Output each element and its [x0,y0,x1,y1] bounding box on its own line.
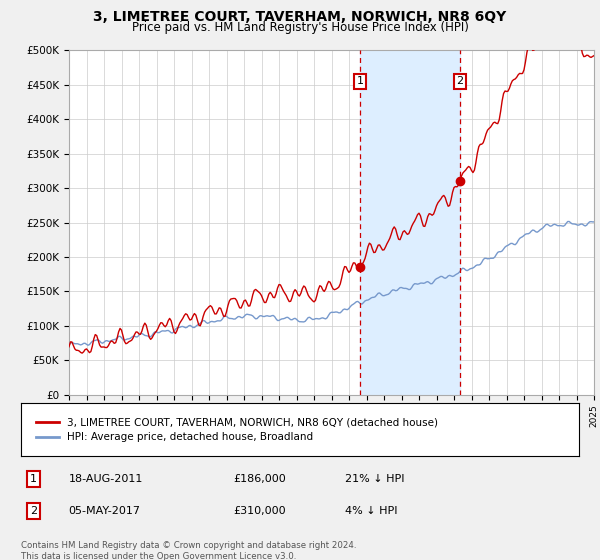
Text: 1: 1 [30,474,37,484]
Legend: 3, LIMETREE COURT, TAVERHAM, NORWICH, NR8 6QY (detached house), HPI: Average pri: 3, LIMETREE COURT, TAVERHAM, NORWICH, NR… [32,413,442,446]
Text: 4% ↓ HPI: 4% ↓ HPI [344,506,397,516]
Bar [360,50,460,395]
Text: 21% ↓ HPI: 21% ↓ HPI [344,474,404,484]
Text: Price paid vs. HM Land Registry's House Price Index (HPI): Price paid vs. HM Land Registry's House … [131,21,469,34]
Text: 05-MAY-2017: 05-MAY-2017 [68,506,140,516]
Text: Contains HM Land Registry data © Crown copyright and database right 2024.
This d: Contains HM Land Registry data © Crown c… [21,542,356,560]
Text: 1: 1 [356,76,364,86]
Text: 2: 2 [30,506,37,516]
Text: 2: 2 [457,76,464,86]
Text: 3, LIMETREE COURT, TAVERHAM, NORWICH, NR8 6QY: 3, LIMETREE COURT, TAVERHAM, NORWICH, NR… [94,10,506,24]
Text: £186,000: £186,000 [233,474,286,484]
Text: £310,000: £310,000 [233,506,286,516]
Text: 18-AUG-2011: 18-AUG-2011 [68,474,143,484]
